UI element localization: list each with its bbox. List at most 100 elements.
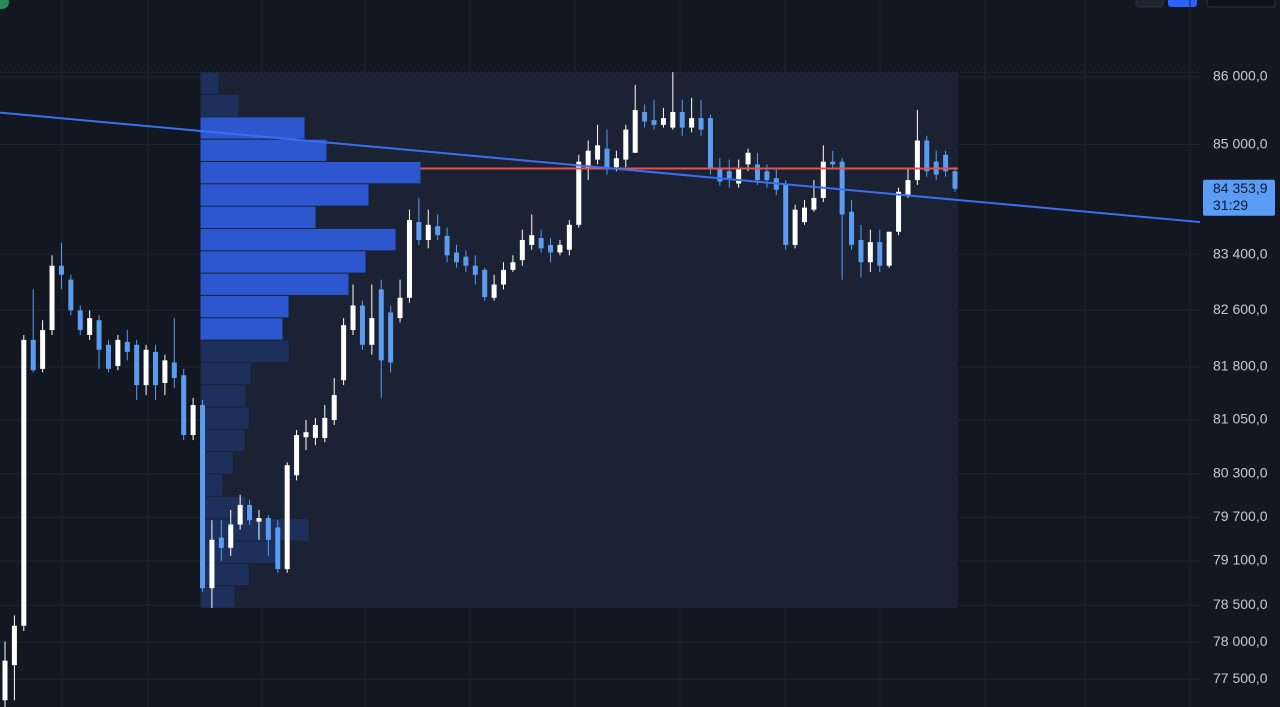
candle-body bbox=[538, 237, 544, 249]
candle-body bbox=[914, 140, 920, 181]
candle-body bbox=[425, 224, 431, 241]
candle-body bbox=[397, 297, 403, 319]
candle-body bbox=[548, 244, 554, 253]
volume-profile-bar bbox=[200, 228, 396, 251]
candle-body bbox=[613, 158, 619, 168]
candle-body bbox=[406, 219, 412, 298]
candle-body bbox=[190, 405, 196, 436]
candle-body bbox=[811, 197, 817, 210]
volume-profile-bar bbox=[200, 318, 283, 340]
candle-body bbox=[247, 504, 253, 521]
candle-body bbox=[820, 161, 826, 198]
volume-profile-bar bbox=[200, 161, 421, 184]
candle-body bbox=[707, 118, 713, 170]
volume-profile-bar bbox=[200, 184, 369, 206]
toolbar-button[interactable] bbox=[1206, 0, 1276, 8]
candle-body bbox=[585, 150, 591, 170]
y-tick-label: 79 700,0 bbox=[1213, 508, 1268, 524]
candle-body bbox=[162, 360, 168, 384]
candle-body bbox=[228, 524, 234, 548]
candle-body bbox=[134, 344, 140, 386]
candle-body bbox=[77, 310, 83, 331]
candle-body bbox=[896, 191, 902, 232]
y-tick-label: 79 100,0 bbox=[1213, 552, 1268, 568]
volume-profile-bar bbox=[200, 452, 233, 474]
candle-body bbox=[529, 235, 535, 245]
candle-body bbox=[651, 120, 657, 125]
volume-profile-bar bbox=[200, 407, 249, 429]
candle-body bbox=[830, 161, 836, 165]
candle-body bbox=[40, 330, 46, 369]
candle-body bbox=[877, 242, 883, 266]
candle-body bbox=[388, 312, 394, 363]
candle-body bbox=[21, 339, 27, 626]
candle-body bbox=[557, 244, 563, 253]
volume-profile-bar bbox=[200, 273, 349, 295]
volume-profile-bar bbox=[200, 295, 289, 318]
candle-body bbox=[783, 184, 789, 245]
candle-body bbox=[171, 362, 177, 379]
candle-body bbox=[435, 226, 441, 236]
candle-body bbox=[237, 504, 243, 525]
candle-body bbox=[275, 527, 281, 570]
candle-body bbox=[924, 140, 930, 172]
volume-profile-bar bbox=[200, 72, 219, 95]
volume-profile-bar bbox=[200, 563, 249, 586]
candle-body bbox=[284, 465, 290, 570]
candle-body bbox=[754, 164, 760, 181]
last-price-tag bbox=[1203, 179, 1275, 216]
candle-body bbox=[472, 265, 478, 275]
volume-profile-bar bbox=[200, 139, 327, 161]
candle-body bbox=[463, 256, 469, 266]
candle-body bbox=[726, 171, 732, 179]
y-tick-label: 86 000,0 bbox=[1213, 68, 1268, 84]
candle-body bbox=[303, 432, 309, 438]
candle-body bbox=[632, 109, 638, 153]
candle-body bbox=[416, 222, 422, 241]
candle-body bbox=[698, 118, 704, 130]
y-tick-label: 85 000,0 bbox=[1213, 135, 1268, 151]
candle-body bbox=[378, 289, 384, 361]
candle-body bbox=[576, 161, 582, 225]
y-tick-label: 81 800,0 bbox=[1213, 357, 1268, 373]
candle-body bbox=[2, 660, 8, 701]
candle-body bbox=[689, 118, 695, 128]
volume-profile-bar bbox=[200, 474, 223, 496]
candle-body bbox=[105, 344, 111, 369]
candle-body bbox=[679, 111, 685, 128]
candle-body bbox=[143, 349, 149, 386]
candle-body bbox=[952, 171, 958, 189]
y-tick-label: 77 500,0 bbox=[1213, 670, 1268, 686]
candle-body bbox=[491, 284, 497, 298]
candle-body bbox=[218, 537, 224, 548]
candle-body bbox=[369, 318, 375, 345]
candle-body bbox=[30, 339, 36, 371]
candle-body bbox=[350, 305, 356, 331]
trend-line bbox=[0, 111, 1201, 224]
candle-body bbox=[265, 517, 271, 540]
y-tick-label: 78 000,0 bbox=[1213, 633, 1268, 649]
candle-body bbox=[359, 305, 365, 345]
y-tick-label: 78 500,0 bbox=[1213, 596, 1268, 612]
volume-profile-bar bbox=[200, 206, 316, 228]
candle-body bbox=[11, 625, 17, 666]
toolbar-button[interactable] bbox=[1135, 0, 1164, 8]
candle-body bbox=[200, 405, 206, 589]
candle-body bbox=[519, 240, 525, 261]
countdown-label: 31:29 bbox=[1213, 197, 1248, 213]
candle-body bbox=[294, 435, 300, 476]
candle-body bbox=[331, 395, 337, 421]
candle-body bbox=[566, 224, 572, 250]
candle-body bbox=[96, 320, 102, 350]
candle-body bbox=[849, 211, 855, 245]
candle-body bbox=[792, 209, 798, 245]
candle-body bbox=[87, 318, 93, 335]
candle-body bbox=[312, 425, 318, 438]
candle-body bbox=[670, 111, 676, 128]
candle-body bbox=[152, 351, 158, 386]
candle-body bbox=[68, 279, 74, 311]
candle-body bbox=[905, 180, 911, 196]
candle-body bbox=[642, 111, 648, 122]
toolbar-button[interactable] bbox=[1168, 0, 1197, 7]
